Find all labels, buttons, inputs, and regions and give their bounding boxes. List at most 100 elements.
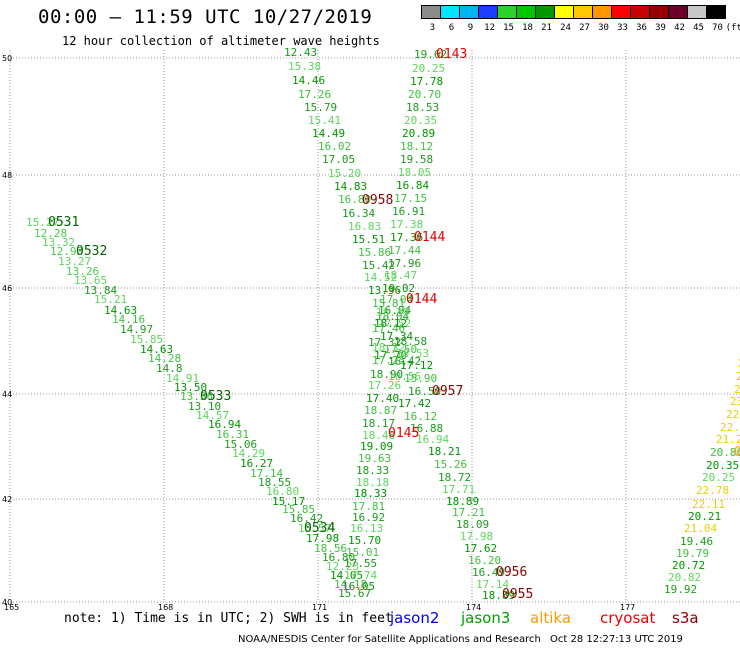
wave-height-value: 18.33 xyxy=(354,487,387,500)
wave-height-value: 17.34 xyxy=(380,330,413,343)
wave-height-value: 14.63 xyxy=(104,304,137,317)
wave-height-value: 16.80 xyxy=(266,485,299,498)
wave-height-value: 16.80 xyxy=(338,193,371,206)
wave-height-tracks: 15.2712.2813.3212.9313.2713.2613.6513.84… xyxy=(26,46,740,602)
legend-jason3: jason3 xyxy=(461,609,511,627)
wave-height-value: 15.27 xyxy=(26,216,59,229)
wave-height-value: 18.56 xyxy=(314,542,347,555)
wave-height-value: 15.85 xyxy=(130,333,163,346)
wave-height-value: 19.63 xyxy=(358,452,391,465)
wave-height-value: 15.79 xyxy=(304,101,337,114)
pass-time-label: 0957 xyxy=(432,384,463,399)
wave-height-value: 16.42 xyxy=(290,512,323,525)
wave-height-value: 20.21 xyxy=(688,510,721,523)
wave-height-value: 17.71 xyxy=(442,483,475,496)
pass-time-label: 0144 xyxy=(406,292,437,307)
wave-height-value: 17.40 xyxy=(366,392,399,405)
chart-title: 00:00 – 11:59 UTC 10/27/2019 xyxy=(38,6,373,28)
wave-height-value: 14.05 xyxy=(330,569,363,582)
wave-height-value: 14.83 xyxy=(334,180,367,193)
pass-time-label: 0958 xyxy=(362,193,393,208)
x-tick-label: 165 xyxy=(4,603,19,612)
wave-height-value: 22.78 xyxy=(696,484,729,497)
wave-height-value: 18.55 xyxy=(258,476,291,489)
wave-height-value: 16.49 xyxy=(472,566,505,579)
wave-height-value: 17.14 xyxy=(250,467,283,480)
wave-height-value: 22.11 xyxy=(692,498,725,511)
colorbar-label: 6 xyxy=(448,23,455,33)
wave-height-value: 14.63 xyxy=(140,343,173,356)
wave-height-value: 17.44 xyxy=(388,244,421,257)
wave-height-value: 18.89 xyxy=(446,495,479,508)
colorbar-label: 12 xyxy=(484,23,495,33)
wave-height-value: 17.96 xyxy=(388,257,421,270)
wave-height-value: 17.42 xyxy=(398,397,431,410)
y-tick-label: 44 xyxy=(2,390,12,399)
wave-height-value: 18.58 xyxy=(394,335,427,348)
wave-height-value: 19.62 xyxy=(414,48,447,61)
wave-height-value: 18.17 xyxy=(362,417,395,430)
wave-height-value: 14.57 xyxy=(196,409,229,422)
wave-height-value: 16.83 xyxy=(348,220,381,233)
wave-height-value: 20.86 xyxy=(710,446,740,459)
colorbar-label: 42 xyxy=(674,23,685,33)
wave-height-value: 16.92 xyxy=(352,511,385,524)
colorbar-label: 21 xyxy=(541,23,552,33)
wave-height-value: 17.15 xyxy=(394,192,427,205)
colorbar-label: 18 xyxy=(522,23,533,33)
pass-time-label: 0531 xyxy=(48,215,79,230)
y-tick-label: 42 xyxy=(2,495,12,504)
wave-height-value: 20.35 xyxy=(706,459,739,472)
wave-height-value: 12.28 xyxy=(34,227,67,240)
pass-time-label: 0956 xyxy=(496,565,527,580)
colorbar-label: 45 xyxy=(693,23,704,33)
wave-height-value: 18.33 xyxy=(356,464,389,477)
wave-height-value: 15.06 xyxy=(224,438,257,451)
legend-s3a: s3a xyxy=(672,609,699,627)
wave-height-value: 13.26 xyxy=(66,265,99,278)
wave-height-value: 22.38 xyxy=(720,421,740,434)
x-tick-label: 174 xyxy=(466,603,481,612)
x-tick-label: 171 xyxy=(312,603,327,612)
wave-height-value: 14.16 xyxy=(112,313,145,326)
colorbar-label: 70 xyxy=(712,23,723,33)
wave-height-value: 17.78 xyxy=(410,75,443,88)
wave-height-value: 17.98 xyxy=(306,532,339,545)
wave-height-value: 18.90 xyxy=(370,368,403,381)
wave-height-value: 21.04 xyxy=(684,522,717,535)
wave-height-value: 16.31 xyxy=(216,428,249,441)
wave-height-value: 20.89 xyxy=(402,127,435,140)
wave-height-value: 15.42 xyxy=(362,259,395,272)
wave-height-value: 17.25 xyxy=(372,354,405,367)
colorbar-label: 9 xyxy=(467,23,474,33)
wave-height-value: 15.51 xyxy=(352,233,385,246)
wave-height-value: 13.27 xyxy=(58,255,91,268)
wave-height-value: 18.21 xyxy=(428,445,461,458)
wave-height-value: 14.52 xyxy=(364,271,397,284)
wave-height-value: 14.91 xyxy=(166,372,199,385)
wave-height-value: 24.0 xyxy=(734,383,740,396)
wave-height-value: 18.47 xyxy=(384,269,417,282)
y-tick-label: 48 xyxy=(2,171,12,180)
pass-time-label: 0532 xyxy=(76,244,107,259)
wave-height-value: 14.97 xyxy=(120,323,153,336)
wave-height-value: 16.88 xyxy=(410,422,443,435)
wave-height-value: 20.82 xyxy=(668,571,701,584)
wave-height-value: 14.8 xyxy=(156,362,183,375)
pass-time-label: 0144 xyxy=(414,230,445,245)
wave-height-value: 16.20 xyxy=(468,554,501,567)
wave-height-value: 16.05 xyxy=(342,580,375,593)
legend-jason2: jason2 xyxy=(390,609,440,627)
wave-height-value: 15.41 xyxy=(308,114,341,127)
wave-height-value: 16.27 xyxy=(240,457,273,470)
wave-height-value: 15.70 xyxy=(348,534,381,547)
wave-height-value: 18.53 xyxy=(396,347,429,360)
wave-height-value: 17.05 xyxy=(322,153,355,166)
wave-height-value: 19.79 xyxy=(676,547,709,560)
wave-height-value: 16.94 xyxy=(416,433,449,446)
wave-height-value: 17.32 xyxy=(368,336,401,349)
colorbar-label: 36 xyxy=(636,23,647,33)
wave-height-value: 16.50 xyxy=(408,385,441,398)
wave-height-value: 20.70 xyxy=(408,88,441,101)
axis-labels: 165 168 171 174 177 50 48 46 44 42 40 xyxy=(2,54,635,612)
